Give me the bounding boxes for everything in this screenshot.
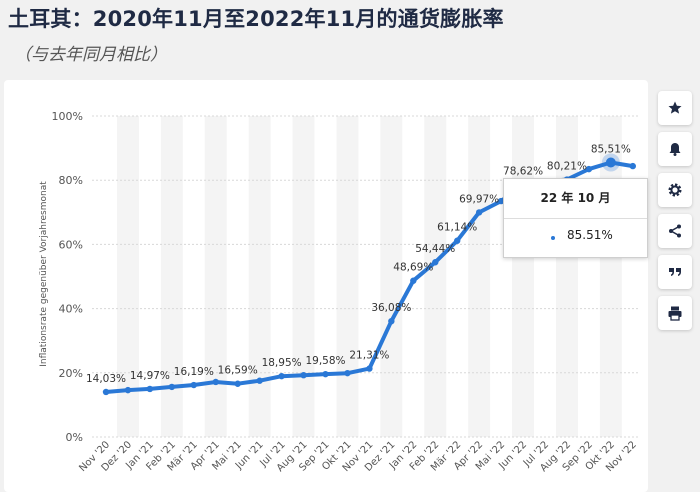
data-point — [388, 317, 395, 325]
data-label: 16,19% — [174, 366, 214, 378]
bell-icon — [669, 143, 681, 156]
data-point — [497, 197, 505, 205]
column-band — [292, 116, 315, 437]
share-icon — [669, 224, 681, 238]
data-label: 14,03% — [86, 373, 126, 385]
data-point — [475, 209, 483, 216]
column-band — [380, 116, 403, 437]
column-band — [512, 116, 535, 437]
column-band — [336, 116, 359, 437]
tooltip-title: 22 年 10 月 — [504, 179, 647, 219]
quote-icon — [669, 268, 681, 276]
data-label: 14,97% — [130, 370, 170, 382]
data-point — [629, 162, 636, 170]
data-label: 21,31% — [349, 350, 389, 362]
data-label: 78,62% — [503, 166, 543, 178]
data-point — [146, 385, 154, 393]
star-icon — [668, 101, 682, 114]
chart-subtitle: （与去年同月相比） — [14, 45, 167, 65]
tooltip: 22 年 10 月 85.51% — [503, 178, 648, 258]
notification-button[interactable] — [658, 132, 692, 166]
cite-button[interactable] — [658, 255, 692, 289]
data-label: 54,44% — [415, 243, 455, 255]
y-tick-label: 40% — [59, 303, 83, 316]
data-label: 36,08% — [371, 302, 411, 314]
settings-button[interactable] — [658, 173, 692, 207]
column-band — [204, 116, 227, 437]
column-band — [160, 116, 183, 437]
y-tick-label: 60% — [59, 238, 83, 251]
data-point — [256, 377, 263, 384]
data-label: 80,21% — [547, 161, 587, 173]
tooltip-series-dot — [551, 236, 555, 240]
data-point — [234, 380, 241, 387]
y-tick-label: 100% — [52, 110, 83, 123]
data-point — [102, 388, 110, 396]
share-button[interactable] — [658, 214, 692, 248]
data-point — [212, 378, 219, 386]
data-point — [124, 386, 132, 394]
data-label: 16,59% — [218, 365, 258, 377]
highlight-point — [605, 157, 616, 168]
data-point — [454, 237, 461, 244]
tooltip-value: 85.51% — [567, 228, 613, 242]
data-label: 85,51% — [591, 144, 631, 156]
data-point — [344, 369, 351, 377]
chart-card — [4, 80, 648, 492]
data-point — [190, 381, 197, 389]
chart-title: 土耳其：2020年11月至2022年11月的通货膨胀率 — [8, 7, 504, 31]
data-point — [168, 383, 176, 391]
data-label: 18,95% — [262, 357, 302, 369]
data-point — [585, 165, 593, 173]
y-tick-label: 20% — [59, 367, 83, 380]
data-label: 61,14% — [437, 222, 477, 234]
data-label: 19,58% — [305, 355, 345, 367]
data-point — [410, 277, 417, 284]
data-label: 48,69% — [393, 262, 433, 274]
data-point — [366, 365, 373, 372]
column-band — [248, 116, 271, 437]
column-band — [424, 116, 447, 437]
data-point — [278, 372, 285, 380]
data-point — [322, 370, 329, 378]
column-band — [116, 116, 139, 437]
y-axis-label: Inflationsrate gegenüber Vorjahresmonat — [39, 181, 49, 367]
y-tick-label: 80% — [59, 174, 83, 187]
data-label: 69,97% — [459, 193, 499, 205]
print-icon — [668, 306, 682, 321]
data-point — [432, 259, 439, 266]
y-tick-label: 0% — [66, 431, 83, 444]
favorite-button[interactable] — [658, 91, 692, 125]
gear-icon — [668, 183, 682, 197]
column-band — [468, 116, 491, 437]
data-point — [300, 372, 307, 379]
print-button[interactable] — [658, 296, 692, 330]
